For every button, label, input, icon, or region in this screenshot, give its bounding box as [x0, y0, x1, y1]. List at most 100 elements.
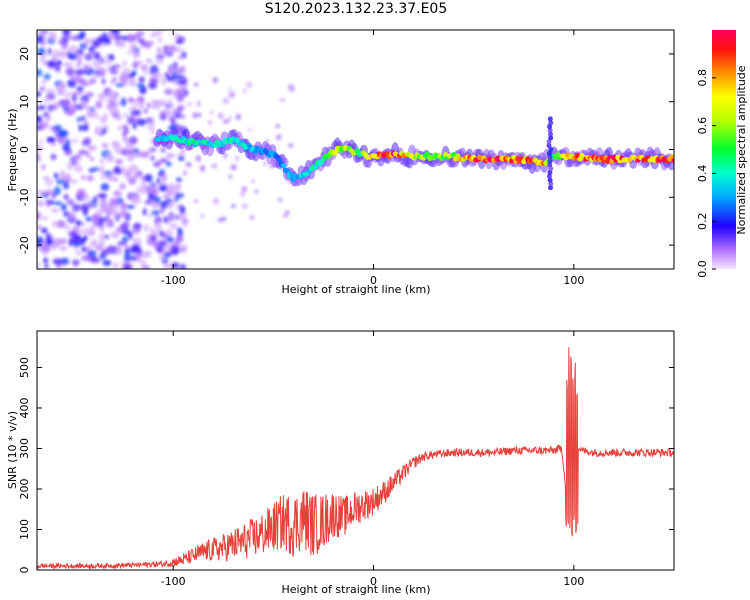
noise-blob — [100, 183, 110, 191]
noise-blob — [170, 246, 180, 256]
noise-blob — [108, 53, 115, 61]
noise-blob — [59, 246, 68, 251]
noise-blob — [209, 111, 213, 115]
noise-blob — [41, 163, 46, 171]
spike-blob — [548, 147, 554, 152]
noise-blob — [39, 138, 44, 144]
x-tick-label: 0 — [370, 274, 377, 287]
noise-blob — [47, 60, 57, 68]
noise-blob — [115, 115, 122, 121]
snr-marks — [37, 347, 674, 570]
noise-blob — [164, 88, 173, 96]
noise-blob — [112, 262, 119, 269]
noise-blob — [93, 51, 99, 60]
noise-blob — [102, 259, 112, 266]
noise-blob — [63, 62, 70, 68]
noise-blob — [142, 208, 147, 216]
noise-blob — [72, 225, 80, 234]
noise-blob — [52, 258, 63, 265]
noise-blob — [37, 47, 46, 56]
noise-blob — [178, 244, 186, 253]
noise-blob — [143, 265, 149, 269]
noise-blob — [85, 216, 93, 222]
noise-blob — [127, 97, 135, 103]
noise-blob — [132, 122, 137, 130]
noise-blob — [121, 236, 129, 243]
noise-blob — [145, 124, 155, 129]
noise-blob — [176, 204, 181, 211]
noise-blob — [105, 104, 114, 111]
noise-blob — [135, 253, 141, 262]
noise-blob — [183, 218, 188, 223]
spike-blob — [547, 162, 553, 168]
noise-blob — [62, 30, 71, 36]
noise-blob — [171, 118, 176, 126]
noise-blob — [53, 124, 63, 131]
noise-blob — [37, 200, 45, 207]
noise-blob — [52, 50, 62, 55]
noise-blob — [208, 120, 212, 126]
noise-blob — [66, 177, 73, 182]
noise-blob — [131, 61, 139, 69]
spike-blob — [548, 181, 554, 187]
noise-blob — [43, 73, 51, 81]
noise-blob — [117, 39, 126, 48]
noise-blob — [37, 236, 44, 245]
noise-blob — [123, 254, 132, 262]
noise-blob — [143, 67, 149, 76]
noise-blob — [71, 259, 80, 266]
noise-blob — [183, 170, 188, 176]
noise-blob — [99, 157, 105, 165]
noise-blob — [50, 208, 60, 213]
noise-blob — [71, 178, 78, 185]
colorbar-tick-label: 0.0 — [696, 260, 709, 278]
noise-blob — [172, 71, 178, 78]
noise-blob — [223, 152, 227, 159]
noise-blob — [217, 112, 224, 120]
noise-blob — [103, 112, 108, 121]
noise-blob — [145, 58, 153, 64]
noise-blob — [106, 245, 117, 255]
noise-blob — [146, 238, 154, 246]
noise-blob — [75, 250, 82, 256]
spike-blob — [548, 120, 554, 126]
noise-blob — [56, 220, 66, 228]
noise-blob — [58, 39, 63, 45]
noise-blob — [81, 115, 86, 122]
noise-blob — [80, 81, 91, 87]
noise-blob — [70, 35, 80, 41]
noise-blob — [47, 47, 52, 56]
figure-title: S120.2023.132.23.37.E05 — [264, 1, 448, 17]
noise-blob — [95, 100, 103, 109]
noise-blob — [54, 65, 61, 72]
noise-blob — [175, 88, 186, 95]
noise-blob — [84, 37, 91, 46]
spike-blob — [548, 135, 554, 141]
colorbar-tick-label: 0.8 — [696, 69, 709, 87]
noise-blob — [193, 82, 199, 87]
noise-blob — [241, 186, 248, 193]
noise-blob — [114, 247, 123, 256]
noise-blob — [139, 104, 144, 110]
noise-blob — [143, 223, 149, 232]
noise-blob — [112, 64, 121, 69]
noise-blob — [45, 177, 54, 187]
noise-blob — [124, 265, 130, 269]
noise-blob — [46, 91, 56, 101]
noise-blob — [113, 190, 122, 197]
noise-blob — [88, 167, 95, 173]
y-tick-label: -20 — [18, 236, 31, 254]
noise-blob — [249, 214, 255, 221]
noise-blob — [139, 85, 147, 95]
noise-blob — [110, 231, 120, 239]
noise-blob — [76, 63, 81, 68]
snr-panel: -100 0 100 0 100 200 300 400 500 Height of strai… — [6, 330, 675, 596]
noise-blob — [129, 42, 138, 51]
noise-blob — [129, 136, 138, 145]
noise-blob — [181, 220, 188, 228]
noise-blob — [39, 86, 46, 92]
noise-blob — [162, 194, 171, 199]
spike-blob — [548, 166, 554, 172]
noise-blob — [37, 142, 41, 147]
noise-blob — [88, 78, 97, 85]
